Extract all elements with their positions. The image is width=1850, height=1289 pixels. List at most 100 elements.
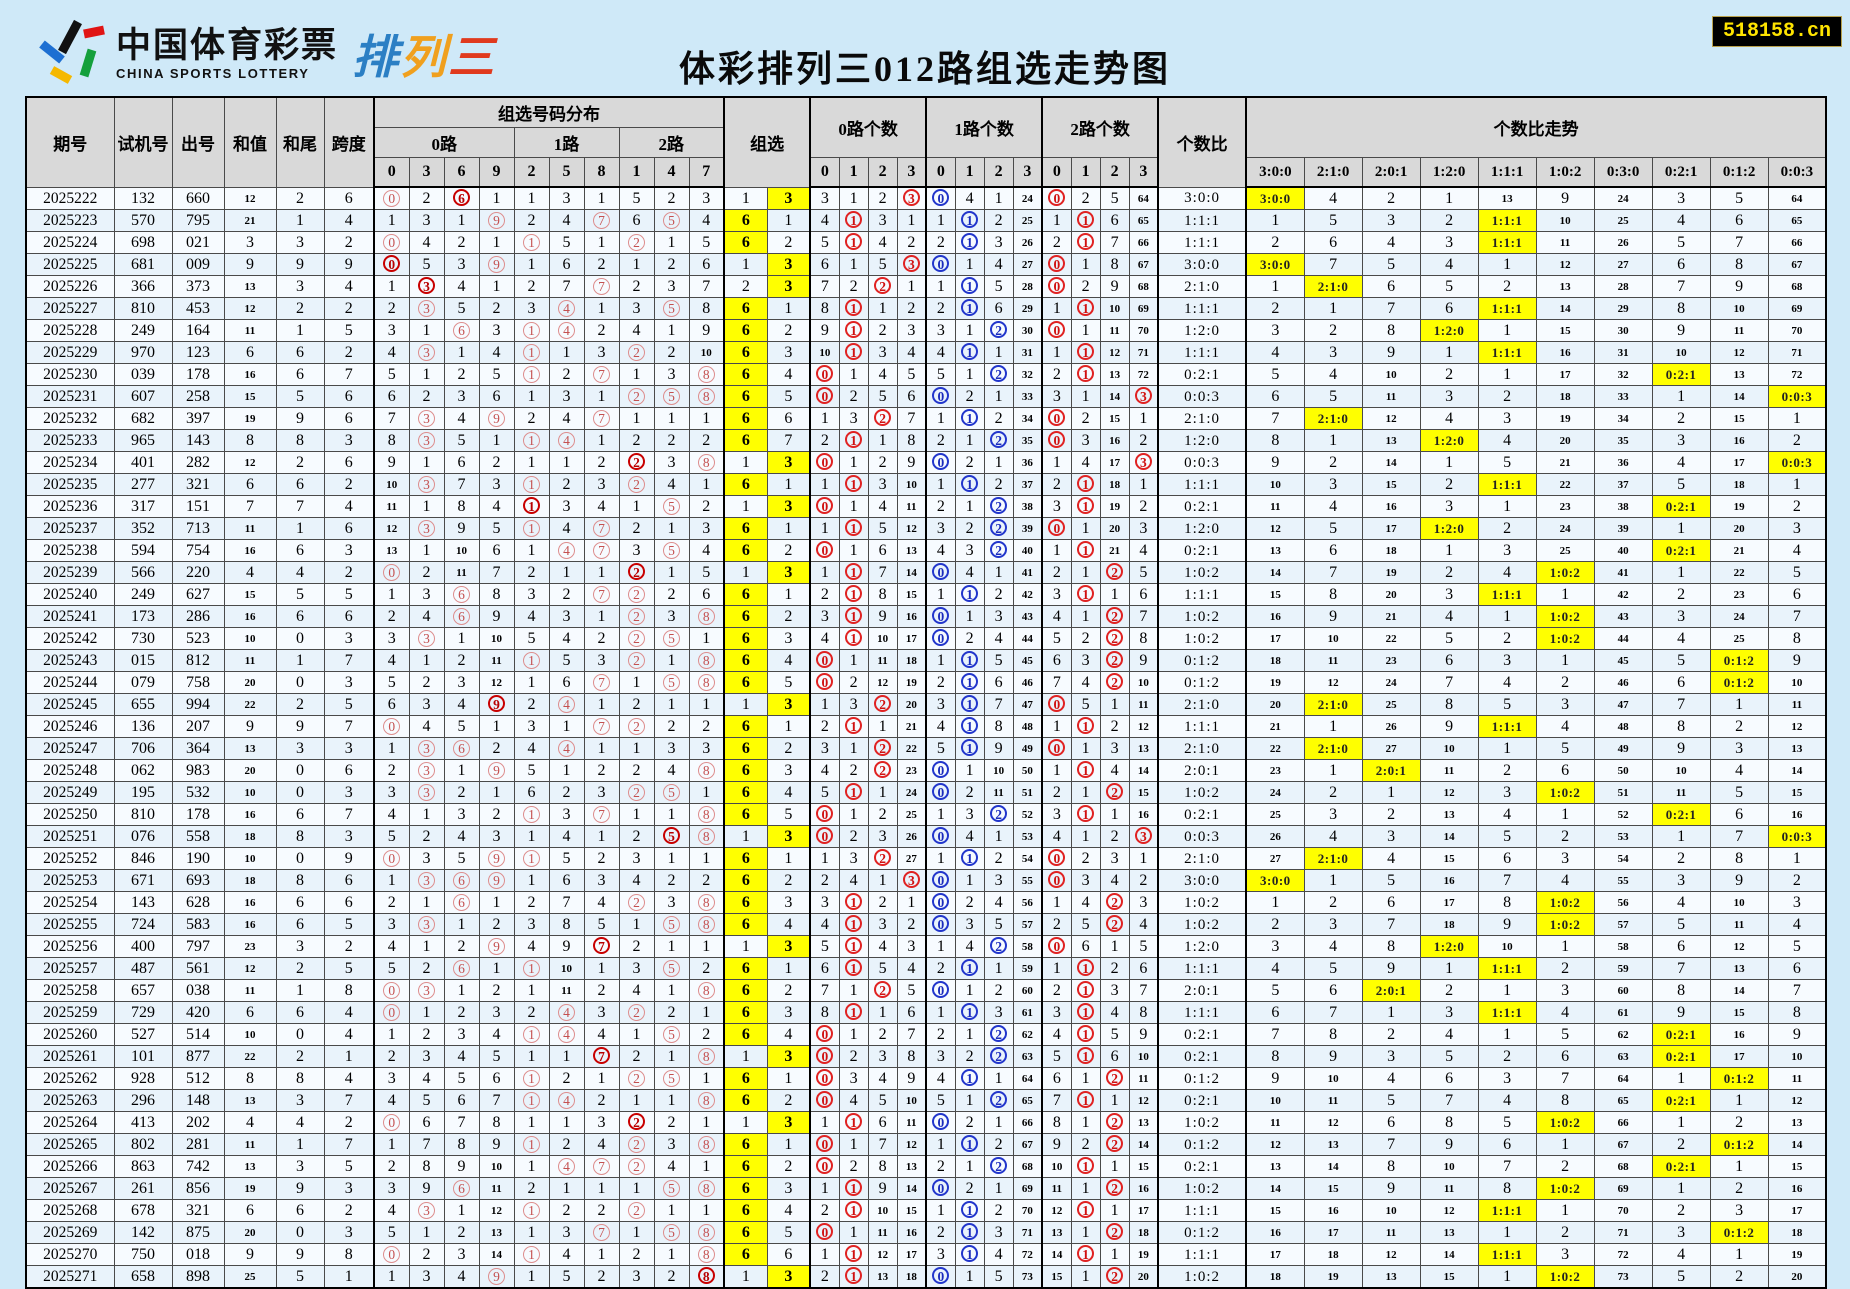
hit-circle: 2 xyxy=(1106,1179,1124,1196)
count-cell: 18 xyxy=(1128,1221,1159,1244)
dist-cell: 1 xyxy=(513,186,550,210)
count-cell: 42 xyxy=(1012,583,1043,606)
trend-cell: 17 xyxy=(1245,627,1305,650)
trend-cell: 7 xyxy=(1651,275,1711,298)
count-cell: 2 xyxy=(983,1023,1014,1046)
dist-cell: 1 xyxy=(583,385,620,408)
trend-cell: 9 xyxy=(1767,649,1827,672)
trend-cell: 6 xyxy=(1303,979,1363,1002)
dist-cell: 8 xyxy=(548,913,585,936)
zuxuan-six-cell: 6 xyxy=(723,539,768,562)
dist-cell: 5 xyxy=(478,517,515,540)
dist-cell: 1 xyxy=(653,1089,690,1112)
count-cell: 3 xyxy=(954,803,985,826)
trend-col-header: 0:0:3 xyxy=(1767,157,1827,188)
sum-cell: 13 xyxy=(223,737,277,760)
col-header-sum: 和值 xyxy=(223,96,277,188)
trend-cell: 6 xyxy=(1419,297,1479,320)
count-cell: 4 xyxy=(896,957,927,980)
count-cell: 1 xyxy=(1041,957,1072,980)
trend-cell: 7 xyxy=(1245,1023,1305,1046)
dist-cell: 2 xyxy=(373,297,410,320)
zuxuan-three-cell: 1 xyxy=(766,297,811,320)
subgroup-header-route2: 2路 xyxy=(618,127,725,158)
count-cell: 3 xyxy=(867,341,898,364)
dist-cell: 1 xyxy=(513,539,550,562)
count-cell: 66 xyxy=(1128,231,1159,254)
hit-circle: 5 xyxy=(663,1070,680,1087)
hit-circle: 1 xyxy=(523,476,540,493)
dist-cell: 8 xyxy=(688,363,725,386)
count-cell: 2 xyxy=(838,1155,869,1178)
dist-cell: 1 xyxy=(653,561,690,584)
count-cell: 1 xyxy=(925,1001,956,1024)
draw-cell: 321 xyxy=(171,473,225,496)
trend-cell: 2 xyxy=(1419,209,1479,232)
count-cell: 5 xyxy=(925,363,956,386)
span-cell: 6 xyxy=(323,891,375,914)
trend-cell: 9 xyxy=(1419,1133,1479,1156)
trend-cell: 1:0:2 xyxy=(1535,781,1595,804)
count-cell: 0 xyxy=(925,781,956,804)
count-cell: 4 xyxy=(954,186,985,210)
table-row: 2025223 570 795 21 1 4 1 3 1 9 2 4 7 6 5 4 6 1 4 1 3 1 1 1 2 25 1 1… xyxy=(25,209,1827,232)
hit-circle: 6 xyxy=(453,586,470,603)
dist-cell: 1 xyxy=(513,473,550,496)
trend-cell: 1:1:1 xyxy=(1477,473,1537,496)
trend-cell: 15 xyxy=(1535,319,1595,342)
trend-col-header: 2:1:0 xyxy=(1303,157,1363,188)
dist-cell: 2 xyxy=(408,186,445,210)
trend-cell: 4 xyxy=(1419,605,1479,628)
trend-cell: 15 xyxy=(1709,407,1769,430)
dist-cell: 1 xyxy=(478,275,515,298)
span-cell: 3 xyxy=(323,1221,375,1244)
hit-circle: 0 xyxy=(1048,277,1066,294)
site-url-badge[interactable]: 518158.cn xyxy=(1711,16,1842,47)
count-cell: 3 xyxy=(983,231,1014,254)
dist-cell: 1 xyxy=(513,671,550,694)
dist-cell: 3 xyxy=(548,385,585,408)
hit-circle: 1 xyxy=(1077,1003,1095,1020)
trend-cell: 10 xyxy=(1419,737,1479,760)
dist-cell: 6 xyxy=(443,1089,480,1112)
issue-cell: 2025263 xyxy=(25,1089,115,1112)
trend-cell: 8 xyxy=(1651,979,1711,1002)
count-cell: 1 xyxy=(1041,891,1072,914)
trend-cell: 8 xyxy=(1303,583,1363,606)
trend-cell: 8 xyxy=(1419,1111,1479,1134)
zuxuan-three-cell: 3 xyxy=(766,935,811,958)
count-cell: 1 xyxy=(954,1199,985,1222)
issue-cell: 2025244 xyxy=(25,671,115,694)
trend-cell: 4 xyxy=(1535,1001,1595,1024)
ratio-cell: 1:0:2 xyxy=(1157,627,1247,650)
trend-cell: 14 xyxy=(1419,825,1479,848)
draw-cell: 693 xyxy=(171,869,225,892)
dist-cell: 1 xyxy=(478,781,515,804)
count-cell: 1 xyxy=(954,1243,985,1266)
hit-circle: 6 xyxy=(453,960,470,977)
dist-cell: 1 xyxy=(373,869,410,892)
count-cell: 0 xyxy=(809,1221,840,1244)
trend-cell: 1 xyxy=(1303,429,1363,452)
hit-circle: 3 xyxy=(1134,827,1152,844)
trend-cell: 5 xyxy=(1303,517,1363,540)
dist-cell: 5 xyxy=(373,825,410,848)
trend-cell: 63 xyxy=(1593,1045,1653,1068)
hit-circle: 3 xyxy=(418,630,435,647)
trend-cell: 12 xyxy=(1767,715,1827,738)
trend-cell: 0:1:2 xyxy=(1709,671,1769,694)
count-cell: 0 xyxy=(1041,253,1072,276)
count-cell: 1 xyxy=(925,407,956,430)
count-cell: 4 xyxy=(925,539,956,562)
trend-cell: 8 xyxy=(1477,1177,1537,1200)
test-cell: 317 xyxy=(113,495,173,518)
count-cell: 1 xyxy=(983,561,1014,584)
count-cell: 9 xyxy=(896,451,927,474)
trend-cell: 17 xyxy=(1303,1221,1363,1244)
trend-cell: 36 xyxy=(1593,451,1653,474)
trend-cell: 2 xyxy=(1419,363,1479,386)
dist-cell: 4 xyxy=(408,715,445,738)
trend-cell: 4 xyxy=(1477,803,1537,826)
trend-cell: 14 xyxy=(1303,1155,1363,1178)
count-cell: 5 xyxy=(925,1089,956,1112)
